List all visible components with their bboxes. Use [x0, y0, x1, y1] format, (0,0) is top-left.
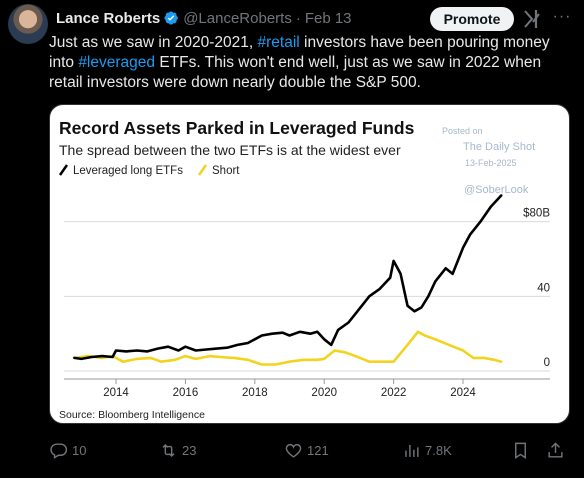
- chart-gridlines: [64, 221, 550, 380]
- legend-long-label: Leveraged long ETFs: [73, 165, 183, 177]
- more-options-icon[interactable]: ···: [552, 8, 572, 25]
- tweet-text: Just as we saw in 2020-2021, #retail inv…: [49, 33, 569, 93]
- y-tick-label: 0: [544, 357, 550, 369]
- views-bar-chart-icon: [405, 444, 419, 457]
- tweet-text-part: Just as we saw in 2020-2021,: [49, 34, 258, 51]
- x-axis-ticks: 2014 2016 2018 2020 2022 2024: [103, 379, 476, 399]
- bookmark-icon: [515, 442, 526, 459]
- x-tick-label: 2024: [450, 387, 476, 399]
- tweet-actions: 10 23 121 7.8K: [49, 438, 579, 462]
- series-line-leveraged-long-etfs: [73, 194, 503, 361]
- reply-icon: [50, 442, 68, 459]
- tweet-text-part: ETFs. This won't end well, just as we sa…: [49, 54, 542, 91]
- x-tick-label: 2014: [103, 387, 129, 399]
- series-line-short: [73, 330, 503, 366]
- chart-subtitle: The spread between the two ETFs is at th…: [59, 142, 401, 158]
- repost-icon: [162, 443, 175, 457]
- verified-badge-icon: [164, 11, 179, 25]
- tweet-date[interactable]: Feb 13: [304, 9, 352, 27]
- chart-series: [73, 194, 503, 366]
- x-tick-label: 2016: [173, 387, 199, 399]
- author-name[interactable]: Lance Roberts: [56, 9, 161, 27]
- watermark-handle: @SoberLook: [464, 184, 529, 196]
- like-count: 121: [307, 442, 329, 458]
- chart-source: Source: Bloomberg Intelligence: [59, 409, 205, 421]
- x-tick-label: 2020: [311, 387, 337, 399]
- y-tick-label: $80B: [523, 208, 550, 220]
- hashtag-leveraged-link[interactable]: #leveraged: [78, 54, 156, 71]
- y-axis-ticks: 0 40 $80B: [523, 208, 550, 369]
- chart-image-card[interactable]: Record Assets Parked in Leveraged Funds …: [49, 104, 570, 424]
- author-handle[interactable]: @LanceRoberts: [183, 9, 292, 27]
- promote-button[interactable]: Promote: [430, 7, 514, 31]
- watermark-date: 13-Feb-2025: [465, 158, 517, 168]
- repost-count: 23: [182, 442, 197, 458]
- author-avatar[interactable]: [8, 4, 48, 44]
- grok-icon[interactable]: [522, 8, 542, 30]
- x-tick-label: 2022: [381, 387, 407, 399]
- reply-count: 10: [72, 442, 87, 458]
- tweet-text-part: investors have been pouring money into: [49, 34, 550, 71]
- watermark-posted-on: Posted on: [442, 126, 483, 136]
- reply-button[interactable]: 10: [49, 438, 86, 462]
- chart-title: Record Assets Parked in Leveraged Funds: [59, 118, 415, 138]
- like-button[interactable]: 121: [284, 438, 329, 462]
- bookmark-button[interactable]: [511, 438, 534, 462]
- separator-dot: ·: [295, 9, 301, 27]
- leveraged-funds-chart: Record Assets Parked in Leveraged Funds …: [58, 118, 550, 421]
- share-button[interactable]: [546, 438, 569, 462]
- chart-legend: Leveraged long ETFs Short: [58, 164, 240, 177]
- tweet-header: Lance Roberts @LanceRoberts · Feb 13: [56, 8, 352, 28]
- hashtag-retail-link[interactable]: #retail: [257, 34, 300, 51]
- views-button[interactable]: 7.8K: [402, 438, 452, 462]
- watermark-publisher: The Daily Shot: [463, 141, 535, 153]
- legend-short-swatch: [197, 164, 208, 176]
- watermark: Posted on The Daily Shot 13-Feb-2025 @So…: [442, 126, 535, 196]
- repost-button[interactable]: 23: [159, 438, 196, 462]
- legend-long-swatch: [58, 164, 69, 176]
- share-icon: [548, 441, 563, 458]
- views-count: 7.8K: [425, 442, 452, 458]
- y-tick-label: 40: [537, 282, 550, 294]
- legend-short-label: Short: [212, 165, 240, 177]
- x-tick-label: 2018: [242, 387, 268, 399]
- heart-icon: [285, 443, 302, 458]
